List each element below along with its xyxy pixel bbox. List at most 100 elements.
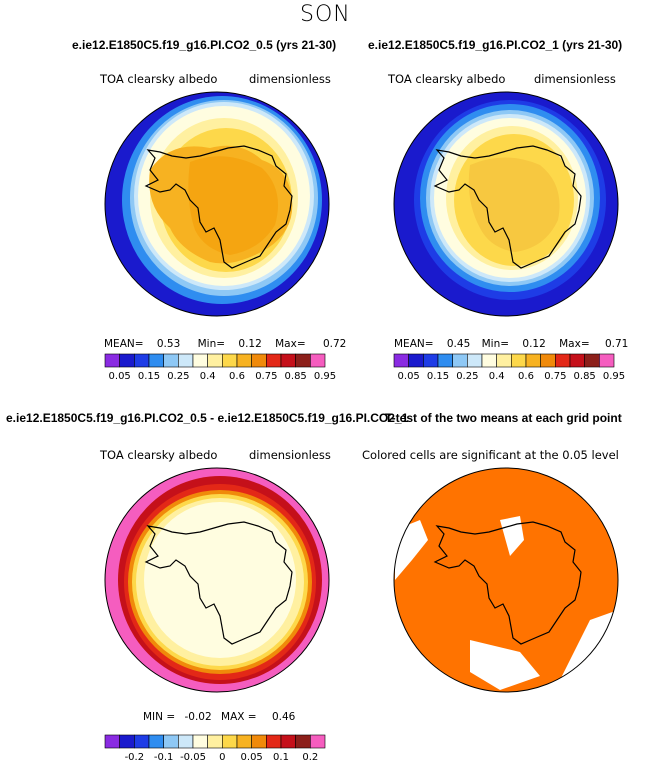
colorbar-panel3-tick-label: 0.1 [273,752,289,763]
panel1-units-label: dimensionless [249,72,331,86]
colorbar-panel2-tick-label: 0.85 [574,371,596,382]
colorbar-panel1-swatch [134,353,150,368]
panel3-variable-label: TOA clearsky albedo [100,448,218,462]
colorbar-panel3-swatch [236,734,252,749]
colorbar-panel2-tick-label: 0.6 [518,371,534,382]
colorbar-panel2-tick-label: 0.95 [603,371,625,382]
colorbar-panel3-tick-label: -0.1 [154,752,174,763]
colorbar-panel3-tick-label: 0 [219,752,225,763]
colorbar-panel3-swatch [280,734,296,749]
colorbar-panel3-swatch [207,734,223,749]
colorbar-panel2-swatch [452,353,468,368]
colorbar-panel2-swatch [496,353,512,368]
colorbar-panel1-swatch [207,353,223,368]
colorbar-panel1-swatch [280,353,296,368]
panel1-stats: MEAN= 0.53 Min= 0.12 Max= 0.72 [104,338,346,350]
colorbar-panel2-swatch [393,353,409,368]
panel1-min-label: Min= [197,338,226,350]
panel2-max-value: 0.71 [604,338,629,350]
panel3-max-value: 0.46 [271,711,296,723]
colorbar-panel2-tick-label: 0.05 [398,371,420,382]
panel3-max-label: MAX = [221,711,257,723]
colorbar-panel2-tick-label: 0.25 [456,371,478,382]
colorbar-panel3-swatch [222,734,238,749]
colorbar-panel1-tick-label: 0.05 [109,371,131,382]
colorbar-panel1-tick-label: 0.15 [138,371,160,382]
panel4-note: Colored cells are significant at the 0.0… [362,448,619,462]
colorbar-panel3-tick-label: -0.05 [180,752,206,763]
panel1-coastline [144,145,293,269]
colorbar-panel2-tick-label: 0.75 [544,371,566,382]
colorbar-panel3-tick-label: -0.2 [125,752,145,763]
panel2-min-label: Min= [481,338,510,350]
colorbar-panel1-tick-label: 0.4 [200,371,216,382]
colorbar-panel2-swatch [467,353,483,368]
colorbar-panel3-swatch [148,734,164,749]
panel4-coastline [433,521,582,645]
colorbar-panel2-swatch [525,353,541,368]
colorbar-panel2-swatch [423,353,439,368]
colorbar-panel2-swatch [555,353,571,368]
panel3-min-label: MIN = [143,711,176,723]
panel3-stats: MIN = -0.02 MAX = 0.46 [143,711,295,723]
colorbar-panel1-swatch [178,353,194,368]
panel2-coastline [433,145,582,269]
colorbar-panel1-tick-label: 0.85 [285,371,307,382]
colorbar-panel2-swatch [540,353,556,368]
colorbar-panel3-swatch [192,734,208,749]
colorbar-panel1-tick-label: 0.95 [314,371,336,382]
colorbar-panel1-swatch [104,353,120,368]
colorbar-panel2-swatch [437,353,453,368]
colorbar-panel3-swatch [163,734,179,749]
colorbar-panel2-swatch [584,353,600,368]
colorbar-panel1-swatch [251,353,267,368]
panel2-mean-label: MEAN= [394,338,434,350]
panel1-title: e.ie12.E1850C5.f19_g16.PI.CO2_0.5 (yrs 2… [72,38,337,52]
colorbar-panel1-swatch [148,353,164,368]
colorbar-panel3-tick-label: 0.2 [302,752,318,763]
panel2-stats: MEAN= 0.45 Min= 0.12 Max= 0.71 [394,338,628,350]
panel2-units-label: dimensionless [534,72,616,86]
colorbar-panel3-swatch [251,734,267,749]
colorbar-panel1-swatch [222,353,238,368]
colorbar-panel3-swatch [119,734,135,749]
colorbar-panel3-swatch [295,734,311,749]
panel2-title: e.ie12.E1850C5.f19_g16.PI.CO2_1 (yrs 21-… [368,38,623,52]
colorbar-panel1-swatch [119,353,135,368]
panel2-min-value: 0.12 [522,338,546,350]
panel3-coastline [144,521,293,645]
panel1-max-value: 0.72 [322,338,347,350]
panel1-map-border [104,91,330,317]
colorbar-panel1-swatch [295,353,311,368]
colorbar-panel3-swatch [310,734,326,749]
colorbar-panel1-swatch [163,353,179,368]
colorbar-panel3-tick-label: 0.05 [241,752,263,763]
colorbar-panel2-tick-label: 0.15 [427,371,449,382]
colorbar-panel2-tick-label: 0.4 [489,371,505,382]
panel2-max-label: Max= [559,338,590,350]
colorbar-panel3-swatch [266,734,282,749]
colorbar-panel2-swatch [481,353,497,368]
panel1-fill [105,92,329,316]
panel4-title: T-test of the two means at each grid poi… [385,411,622,425]
panel3-title: e.ie12.E1850C5.f19_g16.PI.CO2_0.5 - e.ie… [6,411,409,425]
colorbar-panel1-swatch [192,353,208,368]
colorbar-panel3: -0.2 -0.1 -0.05 0 0.05 0.1 0.2 [104,734,326,763]
colorbar-panel3-swatch [178,734,194,749]
colorbar-panel3-swatch [104,734,120,749]
colorbar-panel1-swatch [236,353,252,368]
panel1-variable-label: TOA clearsky albedo [100,72,218,86]
panel4-fill [394,468,618,692]
colorbar-panel1: 0.05 0.15 0.25 0.4 0.6 0.75 0.85 0.95 [104,353,336,382]
colorbar-panel1-tick-label: 0.25 [167,371,189,382]
season-label: SON [300,2,351,27]
panel1-mean-label: MEAN= [104,338,144,350]
panel1-min-value: 0.12 [238,338,262,350]
colorbar-panel2-swatch [408,353,424,368]
colorbar-panel1-tick-label: 0.6 [229,371,245,382]
panel2-map-border [393,91,619,317]
panel2-variable-label: TOA clearsky albedo [388,72,506,86]
colorbar-panel2-swatch [599,353,615,368]
panel3-min-value: -0.02 [184,711,212,723]
